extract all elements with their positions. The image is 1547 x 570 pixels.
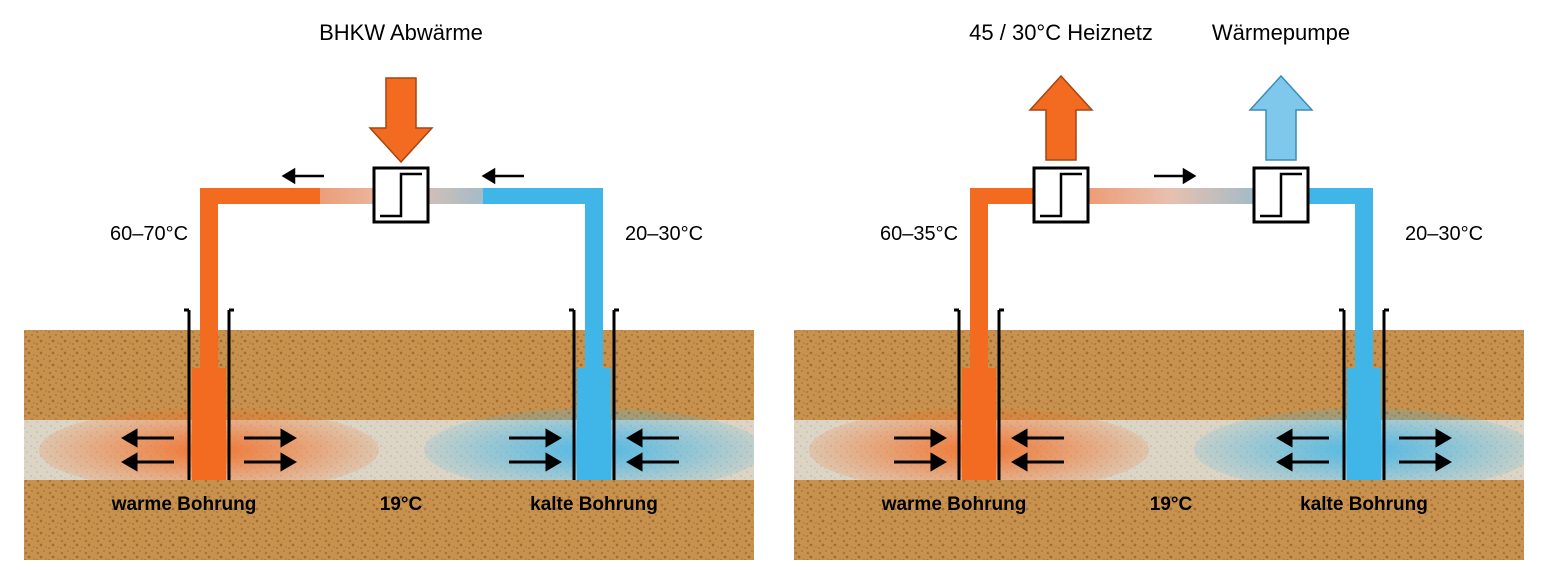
soil-lower <box>794 480 1524 560</box>
soil-lower <box>24 480 754 560</box>
input-arrow <box>370 78 432 162</box>
cold-temp-right: 20–30°C <box>1404 223 1482 245</box>
soil-upper <box>24 330 754 420</box>
hot-temp-left: 60–70°C <box>109 223 187 245</box>
panel-discharging: 45 / 30°C Heiznetz Wärmepumpe 60–35°C 20… <box>794 10 1524 560</box>
output-arrow-cold <box>1250 76 1312 160</box>
hot-bore-label-left: warme Bohrung <box>110 494 256 515</box>
cold-pipe-vertical <box>1355 195 1373 370</box>
cold-bore-label-right: kalte Bohrung <box>1300 494 1428 515</box>
diagram-container: BHKW Abwärme 60–70°C 20–30°C warme Bohru… <box>0 0 1547 570</box>
title-left: BHKW Abwärme <box>319 20 483 45</box>
svg-left: BHKW Abwärme 60–70°C 20–30°C warme Bohru… <box>24 10 754 560</box>
heat-exchanger-cold <box>1254 168 1308 222</box>
title-right-2: Wärmepumpe <box>1211 20 1349 45</box>
hot-bore-fill <box>962 368 996 480</box>
flow-arrow-mid <box>1154 170 1194 182</box>
cold-bore-label-left: kalte Bohrung <box>530 494 658 515</box>
ground-temp-right: 19°C <box>1149 494 1192 515</box>
panel-charging: BHKW Abwärme 60–70°C 20–30°C warme Bohru… <box>24 10 754 560</box>
output-arrow-hot <box>1030 76 1092 160</box>
ground-temp-left: 19°C <box>379 494 422 515</box>
soil-upper <box>794 330 1524 420</box>
heat-exchanger-hot <box>1034 168 1088 222</box>
hot-pipe-vertical <box>200 195 218 370</box>
hot-bore-label-right: warme Bohrung <box>880 494 1026 515</box>
svg-right: 45 / 30°C Heiznetz Wärmepumpe 60–35°C 20… <box>794 10 1524 560</box>
cold-bore-fill <box>577 368 611 480</box>
heat-exchanger <box>374 168 428 222</box>
cold-pipe-vertical <box>585 195 603 370</box>
title-right-1: 45 / 30°C Heiznetz <box>969 20 1153 45</box>
cold-bore-fill <box>1347 368 1381 480</box>
hot-bore-fill <box>192 368 226 480</box>
cold-temp-left: 20–30°C <box>624 223 702 245</box>
hot-temp-right: 60–35°C <box>879 223 957 245</box>
hot-pipe-vertical <box>970 195 988 370</box>
